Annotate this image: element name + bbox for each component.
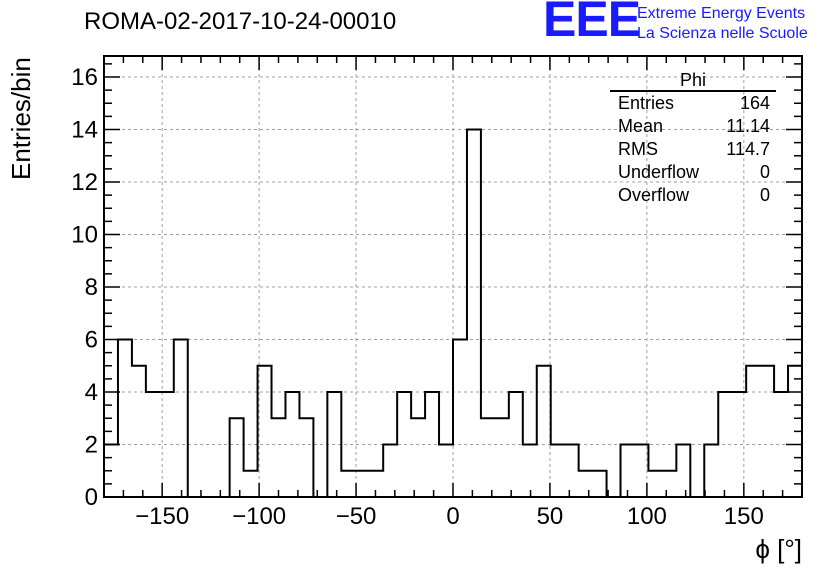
y-tick-label: 10 [71,222,98,249]
y-tick-label: 0 [85,484,98,511]
logo-line-1: Extreme Energy Events [637,5,806,22]
stats-label: Overflow [618,185,690,205]
stats-box: Phi Entries 164 Mean 11.14 RMS 114.7 Und… [610,70,776,207]
x-tick-label: 150 [724,503,764,530]
logo-line-2: La Scienza nelle Scuole [637,25,808,42]
axis-ticks [103,56,803,498]
x-tick-label: 0 [446,503,459,530]
y-tick-label: 12 [71,169,98,196]
y-tick-label: 8 [85,274,98,301]
y-tick-label: 6 [85,327,98,354]
x-axis-label: ϕ [°] [755,534,802,564]
x-tick-label: −150 [135,503,189,530]
x-tick-label: 50 [537,503,564,530]
y-tick-label: 14 [71,117,98,144]
stats-row-underflow: Underflow 0 [610,161,776,184]
stats-value: 164 [739,93,770,113]
x-tick-label: −100 [232,503,286,530]
y-tick-label: 4 [85,379,98,406]
stats-row-entries: Entries 164 [610,92,776,115]
eee-logo: EEE [543,0,641,47]
x-tick-label: −50 [336,503,377,530]
stats-label: RMS [618,139,658,159]
stats-title: Phi [610,70,776,92]
stats-value: 114.7 [726,139,770,159]
stats-value: 0 [759,185,770,205]
y-tick-labels: 0 2 4 6 8 10 12 14 16 [71,64,98,511]
y-tick-label: 16 [71,64,98,91]
stats-label: Entries [618,93,675,113]
plot-frame [103,55,803,498]
x-tick-labels: −150 −100 −50 0 50 100 150 [135,503,764,530]
stats-row-mean: Mean 11.14 [610,115,776,138]
y-tick-label: 2 [85,432,98,459]
x-tick-label: 100 [627,503,667,530]
stats-label: Mean [618,116,664,136]
stats-label: Underflow [618,162,700,182]
stats-row-overflow: Overflow 0 [610,184,776,207]
stats-value: 0 [759,162,770,182]
stats-row-rms: RMS 114.7 [610,138,776,161]
stats-value: 11.14 [726,116,770,136]
y-axis-label: Entries/bin [6,57,36,180]
plot-title: ROMA-02-2017-10-24-00010 [84,8,397,35]
